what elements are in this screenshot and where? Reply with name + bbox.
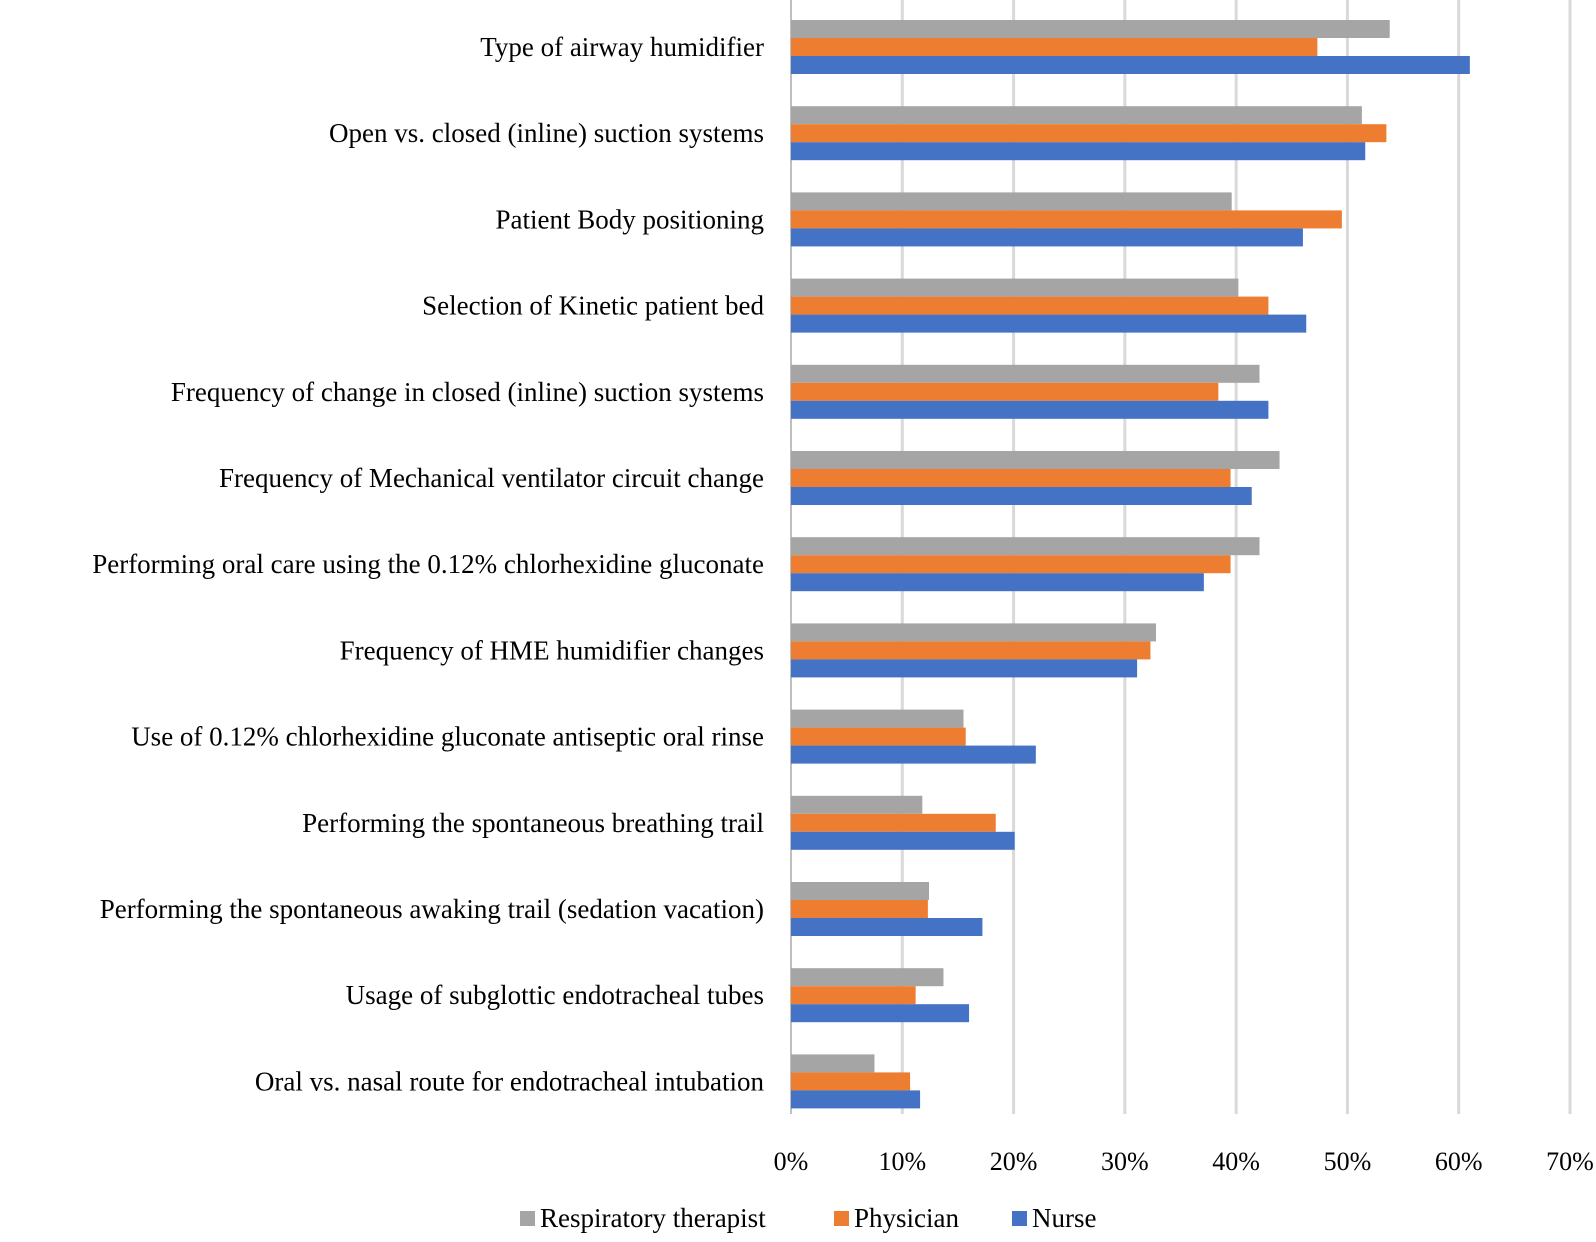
tick-label: 0%	[774, 1147, 809, 1176]
bar-nurse	[791, 745, 1036, 764]
bar-physician	[791, 555, 1231, 574]
category-label: Type of airway humidifier	[480, 32, 764, 62]
bar-respiratory-therapist	[791, 20, 1390, 38]
bar-respiratory-therapist	[791, 364, 1260, 383]
bar-respiratory-therapist	[791, 1054, 875, 1073]
bar-physician	[791, 986, 916, 1005]
tick-label: 20%	[990, 1147, 1038, 1176]
category-label: Selection of Kinetic patient bed	[422, 291, 764, 321]
bar-physician	[791, 1072, 911, 1091]
legend-label: Physician	[854, 1203, 959, 1233]
tick-label: 70%	[1546, 1147, 1594, 1176]
bar-nurse	[791, 314, 1307, 333]
bar-respiratory-therapist	[791, 882, 929, 900]
legend-swatch	[520, 1211, 535, 1226]
legend-swatch	[1012, 1211, 1027, 1226]
bar-nurse	[791, 573, 1204, 592]
bar-nurse	[791, 1090, 921, 1109]
bar-respiratory-therapist	[791, 278, 1239, 297]
x-axis-ticks: 0% 10% 20% 30% 40% 50% 60% 70%	[774, 1147, 1594, 1176]
legend: Respiratory therapist Physician Nurse	[520, 1203, 1096, 1233]
tick-label: 50%	[1324, 1147, 1372, 1176]
legend-label: Respiratory therapist	[540, 1203, 766, 1233]
category-label: Frequency of HME humidifier changes	[340, 635, 764, 665]
tick-label: 40%	[1212, 1147, 1260, 1176]
bar-respiratory-therapist	[791, 451, 1280, 469]
tick-label: 60%	[1435, 1147, 1483, 1176]
bar-physician	[791, 382, 1219, 401]
bar-nurse	[791, 659, 1138, 678]
bar-physician	[791, 210, 1342, 229]
bar-nurse	[791, 831, 1015, 850]
category-label: Open vs. closed (inline) suction systems	[329, 118, 764, 148]
bar-nurse	[791, 400, 1269, 419]
bar-physician	[791, 813, 996, 832]
legend-swatch	[834, 1211, 849, 1226]
bar-nurse	[791, 228, 1303, 247]
category-label: Frequency of change in closed (inline) s…	[171, 377, 764, 407]
category-label: Frequency of Mechanical ventilator circu…	[219, 463, 764, 493]
bar-nurse	[791, 142, 1366, 161]
category-label: Performing the spontaneous awaking trail…	[100, 894, 764, 924]
tick-label: 10%	[878, 1147, 926, 1176]
bar-physician	[791, 296, 1269, 315]
category-label: Patient Body positioning	[495, 204, 764, 234]
category-labels: Type of airway humidifier Open vs. closed…	[92, 32, 764, 1096]
bar-physician	[791, 38, 1318, 56]
bar-respiratory-therapist	[791, 709, 964, 728]
bar-nurse	[791, 56, 1470, 74]
bar-respiratory-therapist	[791, 106, 1362, 125]
tick-label: 30%	[1101, 1147, 1149, 1176]
bar-physician	[791, 641, 1151, 660]
bar-respiratory-therapist	[791, 623, 1157, 642]
bar-nurse	[791, 918, 983, 936]
bar-nurse	[791, 1004, 970, 1023]
bar-respiratory-therapist	[791, 968, 944, 987]
category-label: Performing oral care using the 0.12% chl…	[92, 549, 764, 579]
bar-respiratory-therapist	[791, 192, 1232, 211]
bar-respiratory-therapist	[791, 795, 923, 814]
bars	[791, 20, 1470, 1109]
bar-nurse	[791, 487, 1252, 505]
category-label: Performing the spontaneous breathing tra…	[302, 808, 764, 838]
bar-physician	[791, 124, 1387, 143]
bar-physician	[791, 900, 928, 918]
category-label: Oral vs. nasal route for endotracheal in…	[255, 1066, 765, 1096]
category-label: Usage of subglottic endotracheal tubes	[346, 980, 764, 1010]
bar-physician	[791, 727, 966, 746]
category-label: Use of 0.12% chlorhexidine gluconate ant…	[131, 722, 764, 752]
bar-physician	[791, 469, 1231, 487]
bar-respiratory-therapist	[791, 537, 1260, 556]
legend-label: Nurse	[1032, 1203, 1096, 1233]
